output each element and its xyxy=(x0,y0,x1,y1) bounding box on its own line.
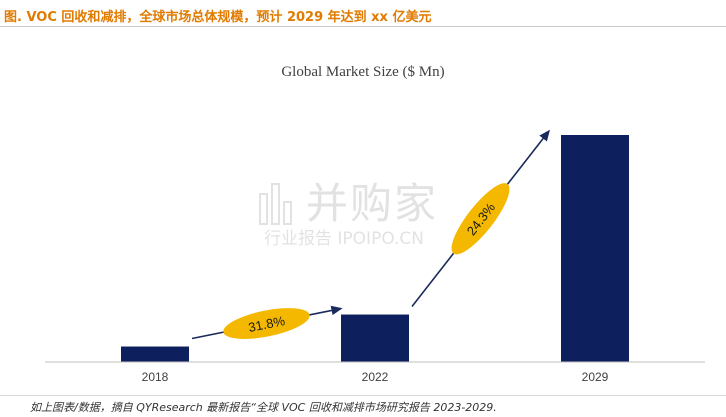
watermark-brand: 并购家 xyxy=(306,179,439,228)
bar-2029 xyxy=(561,135,629,362)
watermark-subtitle: 行业报告 IPOIPO.CN xyxy=(264,229,424,249)
watermark: 并购家 行业报告 IPOIPO.CN xyxy=(258,170,478,250)
x-tick-label-2018: 2018 xyxy=(142,370,169,384)
x-tick-labels: 2018 2022 2029 xyxy=(142,370,609,384)
cagr-badge-shape-1 xyxy=(223,308,310,339)
chart-title: Global Market Size ($ Mn) xyxy=(281,64,445,80)
source-note: 如上图表/数据，摘自 QYResearch 最新报告“全球 VOC 回收和减排市… xyxy=(30,401,497,414)
x-tick-label-2022: 2022 xyxy=(362,370,389,384)
figure-caption: 图. VOC 回收和减排，全球市场总体规模，预计 2029 年达到 xx 亿美元 xyxy=(4,10,432,25)
cagr-label-1: 31.8% xyxy=(247,313,287,335)
bars-group xyxy=(121,135,629,362)
bar-2018 xyxy=(121,346,189,362)
watermark-bars-icon xyxy=(259,183,292,225)
x-tick-label-2029: 2029 xyxy=(582,370,609,384)
cagr-badge-shape-2 xyxy=(451,183,510,255)
bar-2022 xyxy=(341,314,409,362)
source-divider xyxy=(0,395,726,396)
cagr-badge-1: 31.8% xyxy=(223,308,310,339)
caption-divider xyxy=(0,26,726,27)
